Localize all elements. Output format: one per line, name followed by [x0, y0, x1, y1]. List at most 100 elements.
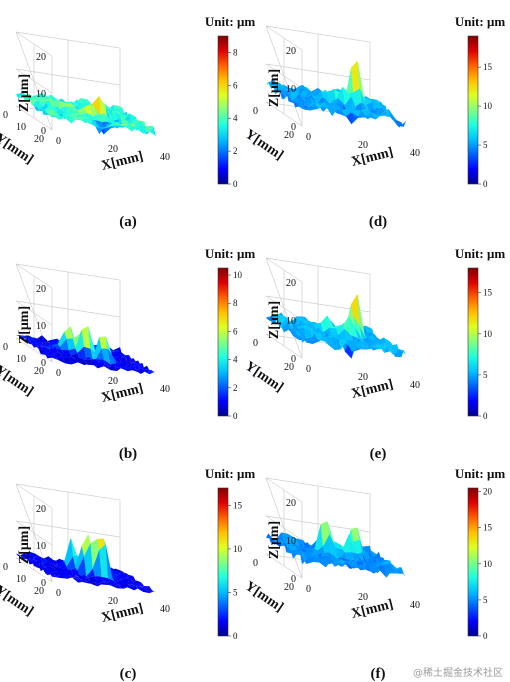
surface-facet: [109, 112, 119, 122]
x-axis-label: X[mm]: [100, 381, 145, 406]
x-tick-label: 20: [358, 372, 368, 383]
z-axis-label: Z[μm]: [267, 69, 282, 107]
colorbar-tick-label: 15: [483, 288, 493, 298]
surface-facet: [338, 338, 348, 350]
surface-facet: [40, 105, 50, 116]
surface-facet: [351, 109, 361, 117]
surface-facet: [384, 346, 393, 356]
surface-facet: [342, 316, 352, 336]
surface-facet: [77, 106, 87, 115]
surface-facet: [75, 360, 85, 366]
surface-facet: [48, 558, 58, 565]
surface-facet: [362, 345, 372, 350]
z-tick-label: 10: [36, 321, 46, 332]
z-tick-label: 20: [36, 504, 46, 515]
surface-facet: [281, 541, 291, 554]
surface-facet: [79, 112, 89, 122]
surface-facet: [270, 540, 280, 547]
surface-facet: [358, 563, 367, 570]
surface-facet: [106, 581, 115, 586]
surface-facet: [43, 349, 52, 358]
z-tick-label: 20: [286, 46, 296, 57]
surface-facet: [68, 567, 78, 571]
surface-facet: [44, 98, 54, 102]
surface-facet: [390, 563, 400, 571]
surface-facet: [138, 581, 147, 588]
colorbar: [467, 35, 479, 185]
surface-facet: [29, 98, 39, 106]
surface-facet: [114, 366, 124, 372]
surface-facet: [42, 561, 52, 567]
z-tick-label: 0: [41, 126, 46, 137]
surface-facet: [77, 556, 87, 577]
surface-facet: [320, 91, 330, 104]
y-axis-label: Y[mm]: [0, 131, 36, 167]
surface-facet: [68, 348, 78, 356]
surface-facet: [281, 91, 291, 100]
surface-facet: [118, 576, 128, 581]
surface: [16, 534, 156, 594]
grid-line: [265, 63, 371, 89]
surface-facet: [20, 336, 30, 340]
surface-facet: [359, 88, 369, 110]
surface-facet: [121, 586, 130, 589]
surface-facet: [60, 355, 70, 359]
surface-facet: [319, 557, 328, 568]
surface-facet: [92, 549, 102, 577]
y-tick-label: 0: [253, 106, 258, 117]
colorbar-tick-label: 8: [233, 298, 238, 308]
surface-facet: [132, 369, 141, 374]
surface-facet: [43, 111, 52, 118]
surface-facet: [290, 538, 299, 547]
surface-facet: [70, 99, 79, 107]
z-tick-label: 10: [286, 84, 296, 95]
surface-facet: [119, 582, 128, 589]
x-tick-label: 40: [160, 604, 170, 615]
surface-facet: [101, 348, 111, 365]
y-tick-label: 10: [16, 574, 26, 585]
surface-facet: [362, 102, 371, 113]
watermark: @稀土掘金技术社区: [413, 666, 503, 679]
surface-facet: [25, 557, 34, 563]
surface-facet: [111, 570, 121, 574]
surface-facet: [319, 336, 328, 345]
panel-label: (a): [119, 214, 137, 230]
surface-facet: [112, 363, 122, 369]
surface-facet: [86, 568, 95, 578]
surface-facet: [88, 121, 98, 128]
surface-facet: [332, 337, 341, 350]
surface-facet: [294, 320, 304, 329]
surface-facet: [70, 537, 80, 557]
surface-facet: [312, 91, 321, 99]
surface-facet: [92, 337, 102, 361]
surface-facet: [327, 521, 336, 549]
x-axis-label: X[mm]: [350, 377, 395, 402]
surface-facet: [333, 86, 343, 100]
surface-facet: [62, 101, 71, 105]
surface-facet: [45, 573, 54, 576]
surface-facet: [355, 328, 365, 342]
surface-facet: [18, 335, 27, 337]
surface-facet: [40, 559, 49, 564]
surface-facet: [371, 343, 380, 350]
surface-facet: [319, 105, 328, 109]
surface-facet: [323, 534, 332, 558]
surface-facet: [355, 552, 365, 565]
surface-facet: [88, 362, 98, 369]
surface-facet: [107, 572, 117, 576]
surface-facet: [268, 533, 277, 543]
surface-facet: [362, 110, 372, 117]
surface-facet: [67, 114, 76, 120]
surface-facet: [140, 370, 150, 375]
axes-box: [265, 257, 371, 359]
surface-facet: [306, 338, 315, 344]
colorbar-tick-label: 15: [483, 523, 493, 533]
surface-facet: [384, 115, 393, 118]
surface-facet: [103, 359, 113, 369]
surface-facet: [88, 582, 98, 587]
surface-facet: [351, 527, 360, 542]
